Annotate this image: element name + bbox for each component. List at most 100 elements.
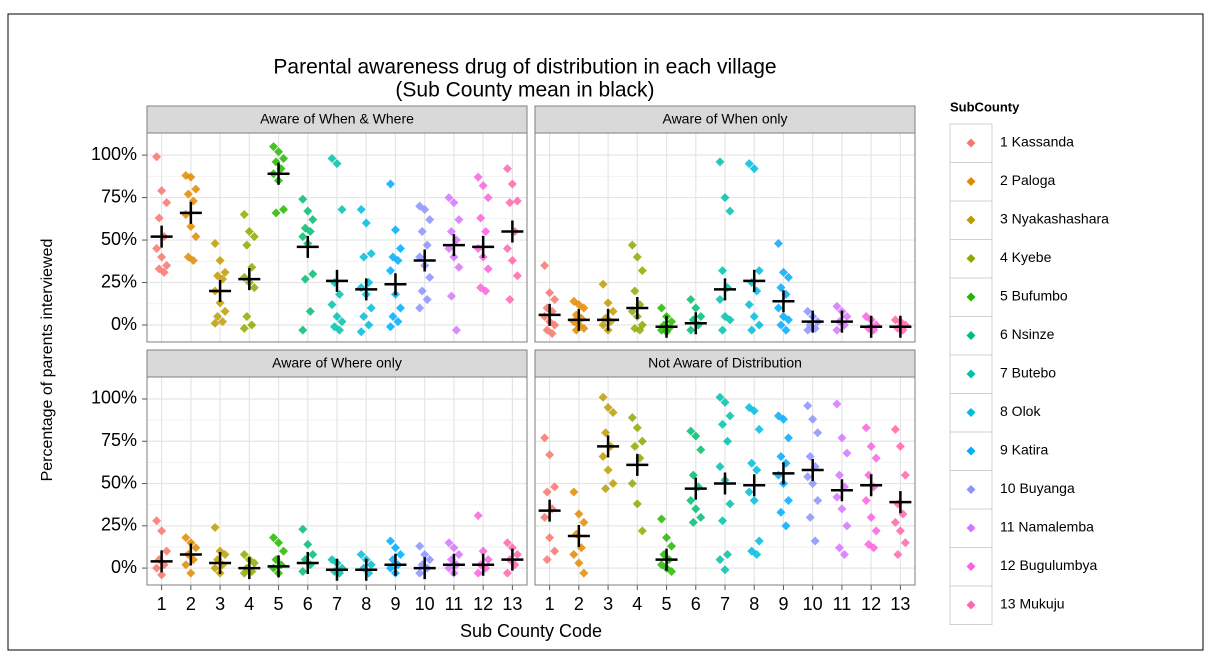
legend-marker (966, 408, 976, 417)
point (579, 303, 589, 313)
point (191, 543, 201, 553)
strip-title: Not Aware of Distribution (648, 355, 802, 371)
point (866, 512, 876, 522)
point (395, 303, 405, 313)
point (725, 206, 735, 216)
point (364, 320, 374, 330)
point (279, 546, 289, 556)
point (627, 413, 637, 423)
point (183, 189, 193, 199)
mean-marker (714, 278, 736, 301)
mean-marker (830, 479, 853, 502)
mean-marker (326, 558, 348, 581)
point (773, 303, 783, 313)
point (186, 568, 196, 578)
point (249, 232, 259, 242)
strip (146, 349, 528, 378)
point (749, 406, 759, 416)
point (869, 543, 879, 553)
mean-marker (714, 472, 736, 495)
mean-marker (267, 555, 290, 578)
point (662, 533, 672, 543)
point (239, 550, 249, 560)
point (776, 507, 786, 517)
point (385, 322, 395, 332)
point (337, 317, 347, 327)
point (454, 215, 464, 225)
point (359, 252, 369, 262)
point (308, 550, 318, 560)
point (686, 495, 696, 505)
point (388, 312, 398, 322)
mean-marker (501, 548, 524, 571)
legend-label: 11 Namalemba (1000, 519, 1094, 535)
legend-label: 1 Kassanda (1000, 134, 1074, 150)
mean-marker (442, 234, 465, 257)
point (783, 272, 793, 282)
point (725, 411, 735, 421)
point (356, 204, 366, 214)
strip (534, 349, 916, 378)
legend-label: 12 Bugulumbya (1000, 557, 1098, 573)
legend-label: 8 Olok (1000, 403, 1041, 419)
point (603, 402, 613, 412)
point (688, 470, 698, 480)
point (279, 204, 289, 214)
point (157, 526, 167, 536)
point (810, 536, 820, 546)
mean-marker (860, 315, 883, 338)
strip (534, 105, 916, 134)
legend-marker (966, 523, 976, 533)
point (335, 325, 344, 335)
x-tick-label: 3 (215, 594, 225, 614)
point (473, 511, 483, 521)
point (210, 318, 220, 328)
point (512, 550, 522, 560)
mean-marker (413, 249, 436, 272)
point (390, 225, 400, 235)
x-tick-label: 10 (803, 594, 823, 614)
point (446, 291, 456, 301)
point (842, 521, 852, 531)
y-axis-label: Percentage of parents interviewed (39, 239, 56, 482)
point (395, 244, 405, 254)
point (327, 153, 337, 163)
point (715, 555, 725, 565)
mean-marker (179, 201, 202, 224)
mean-marker (830, 310, 853, 333)
point (385, 536, 395, 546)
x-tick-label: 4 (632, 594, 642, 614)
point (269, 142, 279, 152)
point (505, 198, 515, 208)
mean-marker (501, 220, 524, 243)
point (744, 487, 754, 497)
point (569, 550, 579, 560)
mean-marker (442, 553, 465, 576)
point (783, 433, 793, 443)
point (542, 555, 552, 565)
point (507, 179, 517, 189)
point (776, 283, 786, 293)
strip-title: Aware of Where only (272, 355, 402, 371)
mean-marker (238, 557, 261, 580)
point (715, 462, 725, 472)
point (803, 306, 813, 316)
point (152, 516, 162, 526)
point (900, 470, 910, 480)
legend-title: SubCounty (950, 99, 1020, 114)
point (393, 255, 403, 265)
point (279, 153, 289, 163)
x-tick-label: 1 (545, 594, 555, 614)
point (186, 221, 196, 231)
legend-marker (966, 562, 976, 571)
legend-marker (966, 292, 976, 302)
point (385, 266, 395, 276)
mean-marker (538, 499, 561, 522)
point (667, 566, 677, 576)
point (550, 482, 560, 492)
point (298, 325, 308, 335)
point (637, 526, 647, 536)
point (505, 295, 515, 305)
point (191, 184, 201, 194)
x-tick-label: 5 (662, 594, 672, 614)
